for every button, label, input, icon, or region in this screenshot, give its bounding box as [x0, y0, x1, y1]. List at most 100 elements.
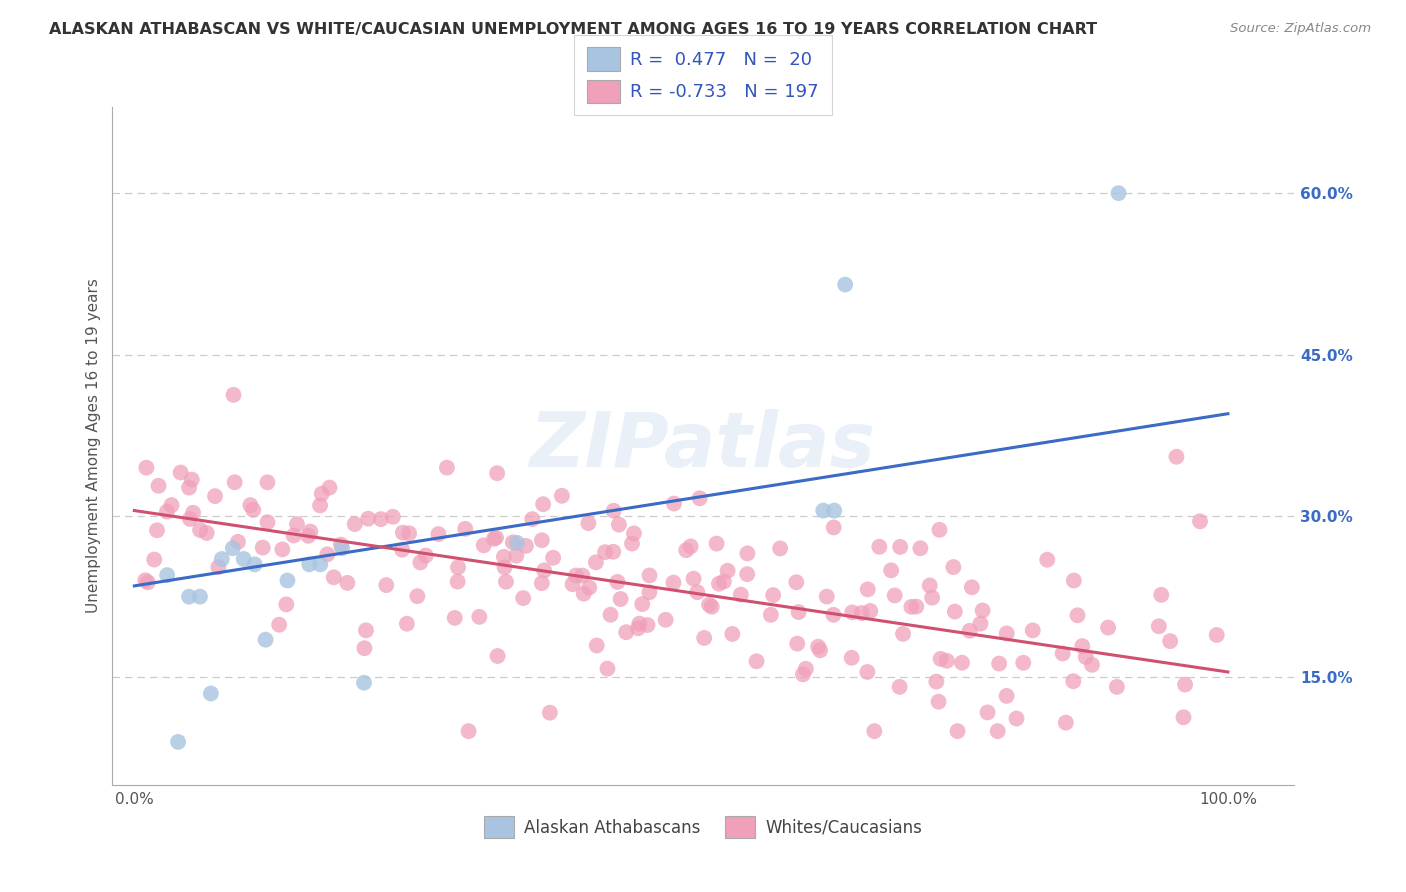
- Point: [1063, 574, 1085, 588]
- Point: [606, 574, 628, 589]
- Point: [156, 505, 179, 519]
- Point: [614, 625, 637, 640]
- Point: [918, 578, 941, 592]
- Point: [336, 575, 359, 590]
- Point: [721, 627, 744, 641]
- Point: [1147, 619, 1170, 633]
- Point: [204, 489, 226, 503]
- Point: [946, 724, 969, 739]
- Point: [482, 532, 505, 546]
- Point: [446, 574, 468, 589]
- Point: [706, 536, 728, 550]
- Text: ZIPatlas: ZIPatlas: [530, 409, 876, 483]
- Point: [1105, 680, 1128, 694]
- Point: [406, 589, 429, 603]
- Point: [179, 512, 201, 526]
- Point: [697, 598, 720, 612]
- Point: [136, 575, 159, 590]
- Point: [707, 576, 730, 591]
- Point: [1097, 621, 1119, 635]
- Point: [1189, 514, 1212, 528]
- Point: [134, 574, 156, 588]
- Point: [905, 599, 928, 614]
- Point: [447, 560, 470, 574]
- Point: [883, 589, 905, 603]
- Point: [148, 479, 170, 493]
- Point: [737, 546, 759, 560]
- Point: [1066, 608, 1088, 623]
- Point: [599, 607, 621, 622]
- Point: [531, 497, 554, 511]
- Point: [495, 574, 517, 589]
- Point: [891, 627, 914, 641]
- Point: [239, 498, 262, 512]
- Point: [226, 534, 249, 549]
- Point: [717, 564, 740, 578]
- Point: [576, 516, 599, 530]
- Point: [762, 588, 785, 602]
- Point: [211, 552, 233, 566]
- Point: [794, 662, 817, 676]
- Point: [354, 624, 377, 638]
- Point: [1052, 647, 1074, 661]
- Point: [679, 540, 702, 554]
- Point: [370, 512, 392, 526]
- Point: [987, 724, 1010, 739]
- Point: [276, 574, 298, 588]
- Point: [900, 599, 922, 614]
- Point: [512, 591, 534, 606]
- Point: [243, 558, 266, 572]
- Point: [823, 607, 845, 622]
- Point: [494, 560, 516, 574]
- Point: [252, 541, 274, 555]
- Point: [1074, 650, 1097, 665]
- Point: [254, 632, 277, 647]
- Point: [1071, 639, 1094, 653]
- Point: [415, 549, 437, 563]
- Point: [343, 517, 366, 532]
- Point: [505, 549, 527, 563]
- Point: [565, 568, 588, 582]
- Point: [283, 528, 305, 542]
- Point: [1062, 674, 1084, 689]
- Point: [506, 536, 529, 550]
- Point: [285, 517, 308, 532]
- Point: [472, 538, 495, 552]
- Point: [823, 520, 845, 534]
- Point: [921, 591, 943, 605]
- Point: [988, 657, 1011, 671]
- Point: [686, 585, 709, 599]
- Point: [1054, 715, 1077, 730]
- Point: [1150, 588, 1173, 602]
- Point: [457, 724, 479, 739]
- Point: [309, 499, 332, 513]
- Point: [318, 481, 340, 495]
- Point: [628, 616, 651, 631]
- Point: [868, 540, 890, 554]
- Point: [256, 475, 278, 490]
- Point: [925, 674, 948, 689]
- Point: [620, 536, 643, 550]
- Point: [222, 388, 245, 402]
- Point: [976, 706, 998, 720]
- Point: [638, 585, 661, 599]
- Legend: Alaskan Athabascans, Whites/Caucasians: Alaskan Athabascans, Whites/Caucasians: [477, 810, 929, 845]
- Point: [682, 572, 704, 586]
- Point: [392, 525, 415, 540]
- Point: [841, 650, 863, 665]
- Point: [1205, 628, 1227, 642]
- Point: [533, 563, 555, 577]
- Point: [769, 541, 792, 556]
- Point: [627, 621, 650, 635]
- Point: [602, 504, 624, 518]
- Point: [353, 675, 375, 690]
- Point: [1022, 624, 1045, 638]
- Point: [969, 616, 991, 631]
- Point: [468, 610, 491, 624]
- Point: [689, 491, 711, 506]
- Point: [242, 503, 264, 517]
- Point: [530, 533, 553, 548]
- Point: [856, 582, 879, 597]
- Point: [169, 466, 191, 480]
- Point: [502, 535, 524, 549]
